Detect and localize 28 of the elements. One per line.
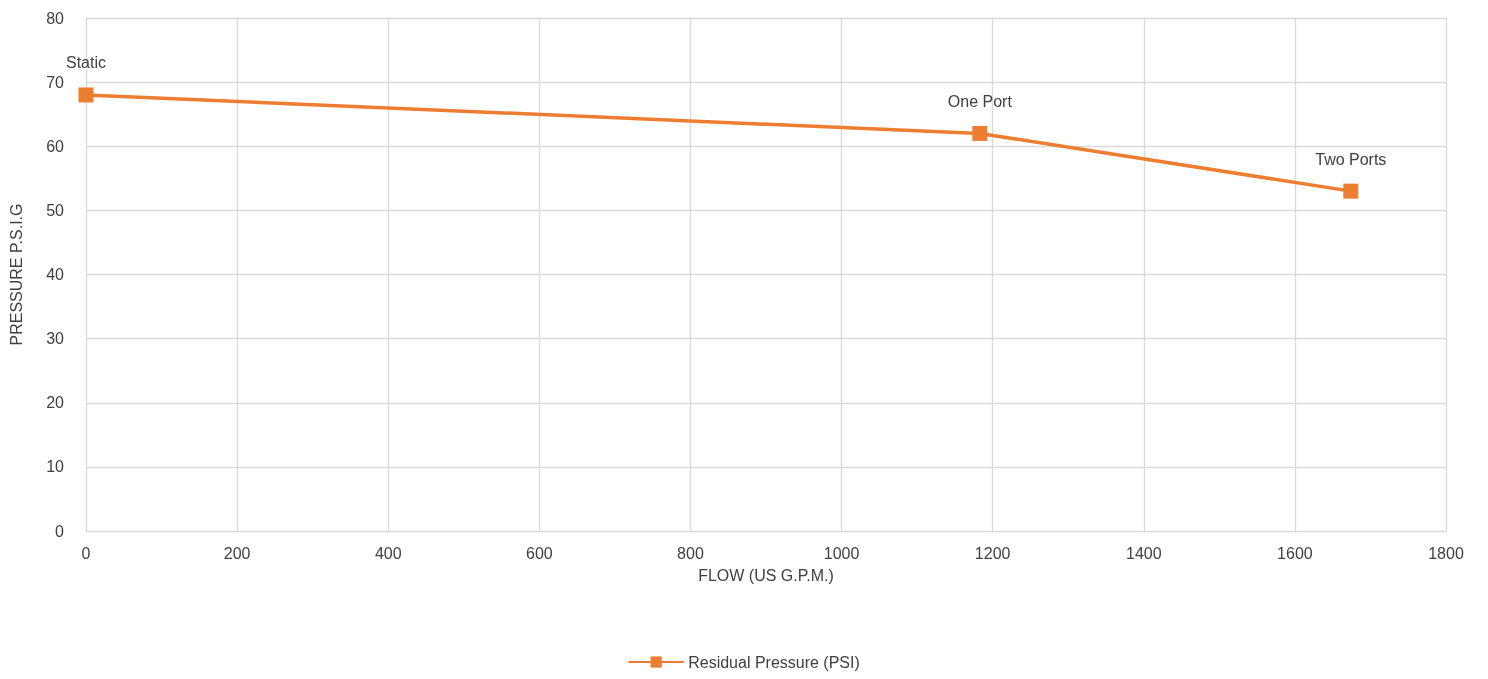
y-tick-label: 20 — [46, 394, 65, 412]
x-tick-label: 1600 — [1277, 544, 1313, 562]
point — [972, 125, 988, 141]
y-tick-label: 30 — [46, 330, 65, 348]
x-tick-label: 600 — [525, 544, 553, 562]
x-axis-title: FLOW (US G.P.M.) — [698, 566, 834, 584]
x-tick-label: 1800 — [1428, 544, 1464, 562]
y-tick-label: 40 — [46, 266, 65, 283]
annotation: Static — [65, 54, 107, 72]
x-tick-label: 1000 — [823, 544, 860, 562]
y-tick-label: 70 — [46, 73, 65, 91]
x-tick-label: 200 — [223, 544, 251, 562]
y-tick-label: 60 — [46, 137, 65, 155]
annotation: One Port — [947, 92, 1013, 110]
legend-label: Residual Pressure (PSI) — [688, 653, 860, 671]
x-tick-label: 1400 — [1125, 544, 1162, 562]
y-tick-label: 0 — [55, 522, 65, 540]
y-axis-title: PRESSURE P.S.I.G — [7, 203, 25, 346]
x-tick-label: 400 — [374, 544, 402, 562]
point — [1343, 183, 1359, 199]
y-tick-label: 80 — [46, 9, 65, 27]
y-tick-label: 50 — [46, 201, 65, 219]
point — [78, 87, 94, 103]
x-tick-label: 800 — [677, 544, 704, 562]
y-tick-label: 10 — [46, 458, 65, 476]
x-tick-label: 1200 — [974, 544, 1011, 562]
annotation: Two Ports — [1315, 150, 1387, 168]
x-tick-label: 0 — [81, 544, 91, 562]
